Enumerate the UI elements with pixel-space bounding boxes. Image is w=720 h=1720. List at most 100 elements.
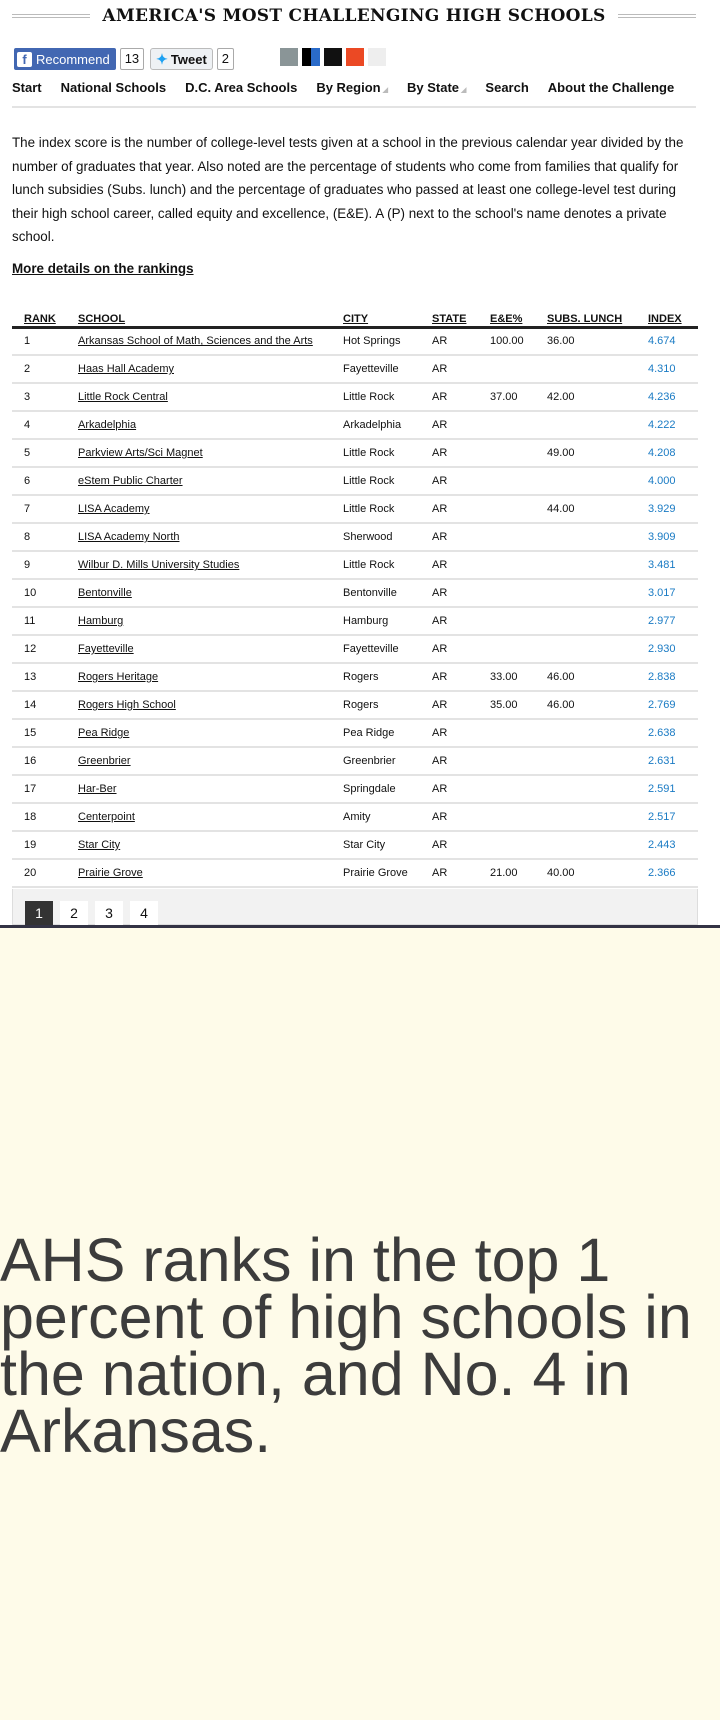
- cell: 2.930: [648, 635, 698, 664]
- cell: [490, 411, 547, 440]
- table-row: 12 Fayetteville Fayetteville AR 2.930: [12, 635, 698, 664]
- social-icons: [280, 48, 386, 66]
- cell: AR: [432, 831, 490, 860]
- cell: 2.838: [648, 663, 698, 692]
- table-row: 1 Arkansas School of Math, Sciences and t…: [12, 327, 698, 356]
- cell: [547, 551, 648, 580]
- school-link[interactable]: Wilbur D. Mills University Studies: [78, 559, 240, 571]
- cell: 21.00: [490, 859, 547, 888]
- school-link[interactable]: Centerpoint: [78, 811, 135, 823]
- column-header[interactable]: STATE: [432, 309, 490, 329]
- column-header[interactable]: E&E%: [490, 309, 547, 329]
- cell: 4.208: [648, 439, 698, 468]
- cell: AR: [432, 747, 490, 776]
- cell: 46.00: [547, 663, 648, 692]
- nav-start[interactable]: Start: [12, 80, 42, 95]
- cell: [490, 551, 547, 580]
- cell: LISA Academy North: [78, 523, 343, 552]
- cell: 2.591: [648, 775, 698, 804]
- cell: [547, 747, 648, 776]
- school-link[interactable]: Hamburg: [78, 615, 124, 627]
- cell: Parkview Arts/Sci Magnet: [78, 439, 343, 468]
- school-link[interactable]: eStem Public Charter: [78, 475, 183, 487]
- page-4-button[interactable]: 4: [130, 901, 158, 925]
- page-1-button[interactable]: 1: [25, 901, 53, 925]
- cell: 49.00: [547, 439, 648, 468]
- more-details-link[interactable]: More details on the rankings: [12, 261, 194, 276]
- caption: AHS ranks in the top 1 percent of high s…: [0, 1230, 720, 1465]
- reddit-icon[interactable]: [368, 48, 386, 66]
- column-header[interactable]: INDEX: [648, 309, 698, 329]
- nav-by-state[interactable]: By State ◢: [407, 80, 467, 95]
- divider: [12, 14, 91, 18]
- cell: Haas Hall Academy: [78, 355, 343, 384]
- facebook-icon: f: [17, 51, 32, 67]
- school-link[interactable]: Haas Hall Academy: [78, 363, 174, 375]
- cell: 1: [12, 327, 78, 356]
- cell: [490, 355, 547, 384]
- cell: AR: [432, 495, 490, 524]
- page-2-button[interactable]: 2: [60, 901, 88, 925]
- school-link[interactable]: Rogers High School: [78, 699, 176, 711]
- cell: 4.000: [648, 467, 698, 496]
- nav-national-schools[interactable]: National Schools: [60, 80, 167, 95]
- cell: Greenbrier: [78, 747, 343, 776]
- nav-by-region[interactable]: By Region ◢: [316, 80, 388, 95]
- nav-about[interactable]: About the Challenge: [547, 80, 675, 95]
- cell: 2.517: [648, 803, 698, 832]
- facebook-recommend-button[interactable]: f Recommend: [14, 48, 116, 70]
- school-link[interactable]: Har-Ber: [78, 783, 117, 795]
- cell: AR: [432, 327, 490, 356]
- cell: Fayetteville: [343, 635, 432, 664]
- cell: 2.443: [648, 831, 698, 860]
- school-link[interactable]: Star City: [78, 839, 121, 851]
- school-link[interactable]: Arkadelphia: [78, 419, 137, 431]
- school-link[interactable]: Prairie Grove: [78, 867, 143, 879]
- table-row: 7 LISA Academy Little Rock AR 44.00 3.929: [12, 495, 698, 524]
- email-icon[interactable]: [280, 48, 298, 66]
- column-header[interactable]: RANK: [12, 309, 78, 329]
- column-header[interactable]: SUBS. LUNCH: [547, 309, 648, 329]
- page-3-button[interactable]: 3: [95, 901, 123, 925]
- delicious-icon[interactable]: [302, 48, 320, 66]
- cell: 16: [12, 747, 78, 776]
- nav-dc-area-schools[interactable]: D.C. Area Schools: [185, 80, 298, 95]
- table-row: 11 Hamburg Hamburg AR 2.977: [12, 607, 698, 636]
- school-link[interactable]: Greenbrier: [78, 755, 131, 767]
- cell: 35.00: [490, 691, 547, 720]
- school-link[interactable]: Bentonville: [78, 587, 132, 599]
- cell: 2: [12, 355, 78, 384]
- cell: [490, 635, 547, 664]
- cell: [547, 579, 648, 608]
- caption-line: the nation, and No. 4 in Arkansas.: [0, 1340, 631, 1465]
- cell: [490, 803, 547, 832]
- cell: Centerpoint: [78, 803, 343, 832]
- cell: AR: [432, 383, 490, 412]
- school-link[interactable]: Parkview Arts/Sci Magnet: [78, 447, 203, 459]
- tweet-button[interactable]: ✦ Tweet: [150, 48, 213, 70]
- cell: 2.769: [648, 691, 698, 720]
- school-link[interactable]: Fayetteville: [78, 643, 134, 655]
- cell: AR: [432, 803, 490, 832]
- school-link[interactable]: Little Rock Central: [78, 391, 168, 403]
- divider: [617, 14, 697, 18]
- school-link[interactable]: Pea Ridge: [78, 727, 130, 739]
- cell: [490, 719, 547, 748]
- cell: Amity: [343, 803, 432, 832]
- school-link[interactable]: Arkansas School of Math, Sciences and th…: [78, 335, 313, 348]
- column-header[interactable]: CITY: [343, 309, 432, 329]
- table-row: 19 Star City Star City AR 2.443: [12, 831, 698, 860]
- column-header[interactable]: SCHOOL: [78, 309, 343, 329]
- school-link[interactable]: LISA Academy North: [78, 531, 180, 543]
- school-link[interactable]: Rogers Heritage: [78, 671, 159, 683]
- cell: 3.909: [648, 523, 698, 552]
- nav-search[interactable]: Search: [485, 80, 529, 95]
- cell: Arkansas School of Math, Sciences and th…: [78, 327, 343, 356]
- table-row: 13 Rogers Heritage Rogers AR 33.00 46.00 2.838: [12, 663, 698, 692]
- school-link[interactable]: LISA Academy: [78, 503, 150, 515]
- digg-icon[interactable]: [324, 48, 342, 66]
- cell: AR: [432, 523, 490, 552]
- cell: AR: [432, 859, 490, 888]
- stumbleupon-icon[interactable]: [346, 48, 364, 66]
